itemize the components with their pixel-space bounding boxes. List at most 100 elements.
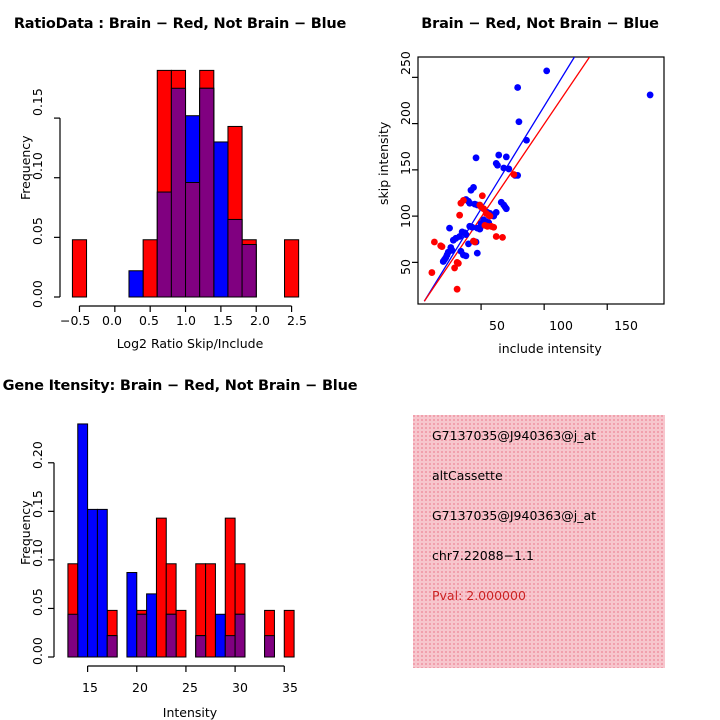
scatter-point (465, 240, 472, 248)
info-event-type: altCassette (432, 468, 503, 483)
scatter-point (462, 231, 470, 239)
histogram-bar (224, 635, 236, 658)
histogram-bar (67, 613, 79, 658)
regression-line (423, 57, 591, 302)
scatter-xtick-1: 100 (549, 318, 573, 333)
info-pval: Pval: 2.000000 (432, 588, 526, 603)
scatter-xtick-2: 150 (614, 318, 638, 333)
histogram-bar (170, 87, 187, 298)
scatter-point (454, 259, 462, 267)
scatter-plot-area (412, 56, 665, 310)
histogram-bar (185, 182, 201, 298)
scatter-point (515, 118, 523, 126)
histogram-bar (136, 613, 148, 658)
info-probe-id-secondary: G7137035@J940363@j_at (432, 508, 597, 523)
scatter-point (462, 252, 470, 260)
info-panel-background (413, 415, 665, 668)
scatter-point (495, 151, 503, 159)
gene-histogram-xlabel: Intensity (162, 705, 218, 720)
scatter-point (486, 212, 494, 220)
ratio-histogram-panel: RatioData : Brain − Red, Not Brain − Blu… (0, 0, 360, 360)
scatter-point (543, 67, 551, 75)
histogram-bar (87, 508, 98, 658)
scatter-point (500, 164, 508, 172)
scatter-point (471, 238, 479, 246)
gene-xtick-2: 25 (182, 680, 198, 695)
histogram-bar (165, 613, 177, 658)
scatter-point (523, 136, 530, 144)
histogram-bar (155, 517, 167, 658)
histogram-bar (142, 239, 158, 298)
histogram-bar (146, 593, 157, 658)
scatter-xtick-0: 50 (489, 318, 505, 333)
scatter-point (431, 238, 438, 246)
histogram-bar (264, 635, 275, 658)
scatter-point (467, 186, 475, 194)
gene-intensity-histogram-title: Gene Itensity: Brain − Red, Not Brain − … (2, 378, 358, 394)
histogram-bar (156, 191, 172, 298)
scatter-point (451, 264, 458, 272)
scatter-point (449, 236, 457, 244)
histogram-bar (126, 572, 138, 658)
ratio-histogram-title: RatioData : Brain − Red, Not Brain − Blu… (13, 16, 347, 32)
scatter-point (510, 171, 518, 178)
histogram-bar (227, 218, 243, 298)
scatter-point (646, 91, 654, 99)
histogram-bar (195, 635, 207, 658)
plot-box (417, 56, 665, 305)
scatter-point (514, 84, 522, 91)
scatter-point (502, 205, 510, 213)
scatter-point (492, 209, 500, 216)
scatter-point (499, 233, 506, 241)
gene-xtick-4: 35 (282, 680, 298, 695)
histogram-bar (284, 239, 300, 298)
scatter-point (502, 153, 510, 161)
scatter-point (492, 233, 500, 240)
scatter-panel: Brain − Red, Not Brain − Blue skip inten… (360, 0, 720, 360)
scatter-point (473, 249, 481, 257)
scatter-point (490, 223, 498, 231)
gene-intensity-histogram-panel: Gene Itensity: Brain − Red, Not Brain − … (0, 360, 360, 720)
histogram-bar (128, 270, 144, 298)
scatter-point (456, 211, 464, 219)
histogram-bar (205, 563, 216, 658)
info-probe-id-primary: G7137035@J940363@j_at (432, 428, 597, 443)
scatter-xlabel: include intensity (498, 341, 602, 356)
scatter-title: Brain − Red, Not Brain − Blue (421, 16, 659, 32)
scatter-point (438, 243, 446, 251)
histogram-bar (106, 635, 118, 658)
histogram-bar (213, 141, 229, 298)
gene-histogram-plot-area (48, 423, 295, 672)
ratio-xtick-0: −0.5 (60, 313, 91, 328)
ratio-xtick-3: 1.0 (176, 313, 196, 328)
info-genomic-location: chr7.22088−1.1 (432, 548, 534, 563)
histogram-bar (96, 508, 108, 658)
histogram-bar (199, 87, 215, 298)
scatter-point (446, 224, 453, 232)
ratio-xtick-4: 1.5 (213, 313, 233, 328)
scatter-point (428, 269, 436, 276)
histogram-bar (234, 613, 246, 658)
scatter-point (478, 192, 486, 200)
gene-xtick-0: 15 (82, 680, 98, 695)
ratio-xtick-1: 0.0 (102, 313, 122, 328)
ratio-xtick-2: 0.5 (139, 313, 159, 328)
histogram-bar (214, 613, 226, 658)
ratio-xtick-6: 2.5 (287, 313, 307, 328)
scatter-point (457, 199, 465, 207)
scatter-point (466, 199, 474, 207)
ratio-xtick-5: 2.0 (250, 313, 270, 328)
scatter-point (505, 165, 513, 173)
regression-line (423, 57, 575, 302)
gene-info-panel: G7137035@J940363@j_at altCassette G71370… (360, 360, 720, 720)
ratio-histogram-xlabel: Log2 Ratio Skip/Include (116, 336, 264, 351)
histogram-bar (71, 239, 88, 298)
gene-xtick-1: 20 (132, 680, 148, 695)
scatter-point (453, 285, 461, 293)
gene-xtick-3: 30 (232, 680, 248, 695)
histogram-bar (241, 244, 257, 298)
histogram-bar (283, 609, 295, 658)
histogram-bar (175, 609, 187, 658)
scatter-point (472, 154, 480, 162)
